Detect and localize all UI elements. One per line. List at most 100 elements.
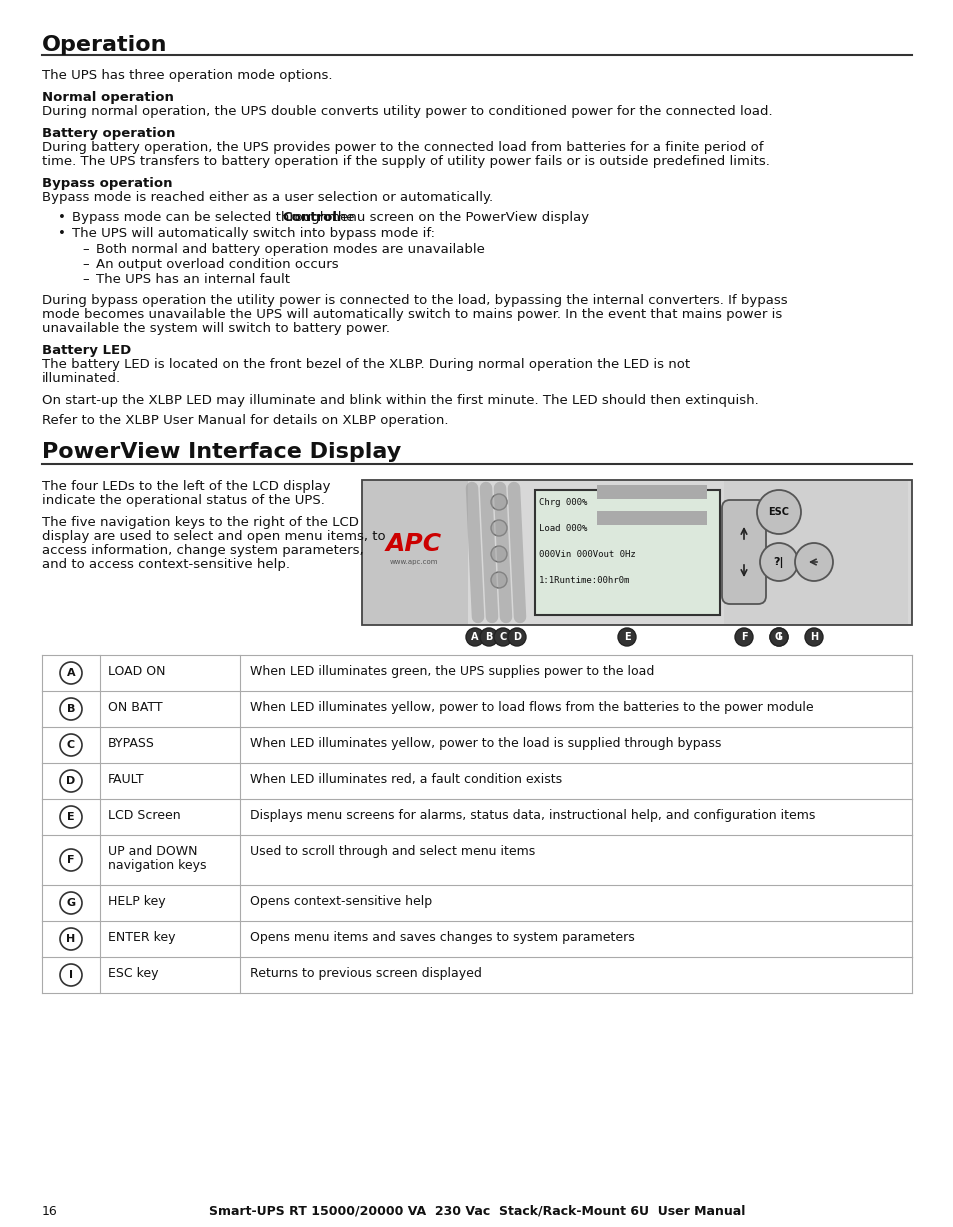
FancyBboxPatch shape xyxy=(535,490,720,615)
Text: The four LEDs to the left of the LCD display: The four LEDs to the left of the LCD dis… xyxy=(42,480,330,493)
Text: A: A xyxy=(67,667,75,679)
FancyBboxPatch shape xyxy=(42,728,911,763)
Text: display are used to select and open menu items, to: display are used to select and open menu… xyxy=(42,530,385,544)
Text: Chrg 000%: Chrg 000% xyxy=(538,498,587,507)
Text: F: F xyxy=(67,855,74,865)
Text: A: A xyxy=(471,632,478,642)
FancyBboxPatch shape xyxy=(363,481,468,625)
Text: and to access context-sensitive help.: and to access context-sensitive help. xyxy=(42,558,290,571)
FancyBboxPatch shape xyxy=(721,499,765,604)
Text: The five navigation keys to the right of the LCD: The five navigation keys to the right of… xyxy=(42,517,358,529)
Circle shape xyxy=(60,663,82,683)
Text: Operation: Operation xyxy=(42,36,168,55)
Text: •: • xyxy=(58,211,66,225)
Text: BYPASS: BYPASS xyxy=(108,737,154,750)
Text: H: H xyxy=(809,632,818,642)
Circle shape xyxy=(769,628,787,645)
Text: G: G xyxy=(774,632,782,642)
Text: E: E xyxy=(623,632,630,642)
Text: E: E xyxy=(67,812,74,822)
Text: 16: 16 xyxy=(42,1205,58,1218)
Text: access information, change system parameters,: access information, change system parame… xyxy=(42,544,363,557)
FancyBboxPatch shape xyxy=(42,921,911,957)
FancyBboxPatch shape xyxy=(42,799,911,836)
Text: F: F xyxy=(740,632,746,642)
Circle shape xyxy=(60,964,82,987)
Text: I: I xyxy=(69,971,73,980)
Circle shape xyxy=(60,849,82,871)
Text: The battery LED is located on the front bezel of the XLBP. During normal operati: The battery LED is located on the front … xyxy=(42,358,689,371)
Text: An output overload condition occurs: An output overload condition occurs xyxy=(96,258,338,271)
Text: When LED illuminates yellow, power to load flows from the batteries to the power: When LED illuminates yellow, power to lo… xyxy=(250,701,813,714)
Text: Refer to the XLBP User Manual for details on XLBP operation.: Refer to the XLBP User Manual for detail… xyxy=(42,413,448,427)
Circle shape xyxy=(491,572,506,588)
FancyBboxPatch shape xyxy=(42,763,911,799)
Text: Bypass mode can be selected through the: Bypass mode can be selected through the xyxy=(71,211,358,225)
Text: The UPS has an internal fault: The UPS has an internal fault xyxy=(96,272,290,286)
Text: Bypass mode is reached either as a user selection or automatically.: Bypass mode is reached either as a user … xyxy=(42,191,493,204)
Circle shape xyxy=(60,806,82,828)
Text: mode becomes unavailable the UPS will automatically switch to mains power. In th: mode becomes unavailable the UPS will au… xyxy=(42,308,781,321)
FancyBboxPatch shape xyxy=(42,836,911,885)
Text: When LED illuminates yellow, power to the load is supplied through bypass: When LED illuminates yellow, power to th… xyxy=(250,737,720,750)
FancyBboxPatch shape xyxy=(597,510,706,525)
FancyBboxPatch shape xyxy=(42,655,911,691)
Text: During bypass operation the utility power is connected to the load, bypassing th: During bypass operation the utility powe… xyxy=(42,294,787,307)
Text: –: – xyxy=(82,258,89,271)
Text: 1:1Runtime:00hr0m: 1:1Runtime:00hr0m xyxy=(538,575,630,585)
Text: navigation keys: navigation keys xyxy=(108,859,206,872)
Text: illuminated.: illuminated. xyxy=(42,372,121,385)
Circle shape xyxy=(491,520,506,536)
Text: Control: Control xyxy=(282,211,336,225)
Text: HELP key: HELP key xyxy=(108,894,166,908)
Circle shape xyxy=(60,734,82,756)
Circle shape xyxy=(465,628,483,645)
Text: Opens context-sensitive help: Opens context-sensitive help xyxy=(250,894,432,908)
Text: ESC key: ESC key xyxy=(108,967,158,980)
Text: The UPS has three operation mode options.: The UPS has three operation mode options… xyxy=(42,69,333,82)
Circle shape xyxy=(757,490,801,534)
Circle shape xyxy=(491,494,506,510)
Text: Used to scroll through and select menu items: Used to scroll through and select menu i… xyxy=(250,845,535,858)
Text: Displays menu screens for alarms, status data, instructional help, and configura: Displays menu screens for alarms, status… xyxy=(250,809,815,822)
FancyBboxPatch shape xyxy=(361,480,911,625)
Text: When LED illuminates green, the UPS supplies power to the load: When LED illuminates green, the UPS supp… xyxy=(250,665,654,679)
Circle shape xyxy=(60,892,82,914)
FancyBboxPatch shape xyxy=(42,885,911,921)
Text: ENTER key: ENTER key xyxy=(108,931,175,944)
Circle shape xyxy=(491,546,506,562)
Text: During normal operation, the UPS double converts utility power to conditioned po: During normal operation, the UPS double … xyxy=(42,106,772,118)
FancyBboxPatch shape xyxy=(42,957,911,993)
Text: Smart-UPS RT 15000/20000 VA  230 Vac  Stack/Rack-Mount 6U  User Manual: Smart-UPS RT 15000/20000 VA 230 Vac Stac… xyxy=(209,1205,744,1218)
Text: During battery operation, the UPS provides power to the connected load from batt: During battery operation, the UPS provid… xyxy=(42,141,762,155)
Text: H: H xyxy=(67,934,75,944)
Circle shape xyxy=(494,628,512,645)
Text: –: – xyxy=(82,243,89,256)
Text: Battery operation: Battery operation xyxy=(42,128,175,140)
Text: ?|: ?| xyxy=(773,557,783,568)
Circle shape xyxy=(760,544,797,582)
Text: Load 000%: Load 000% xyxy=(538,524,587,533)
Text: When LED illuminates red, a fault condition exists: When LED illuminates red, a fault condit… xyxy=(250,773,561,787)
Text: www.apc.com: www.apc.com xyxy=(390,560,437,564)
Circle shape xyxy=(60,698,82,720)
Text: APC: APC xyxy=(386,533,441,556)
Circle shape xyxy=(804,628,822,645)
Text: FAULT: FAULT xyxy=(108,773,145,787)
Circle shape xyxy=(794,544,832,582)
Circle shape xyxy=(507,628,525,645)
Text: –: – xyxy=(82,272,89,286)
Text: indicate the operational status of the UPS.: indicate the operational status of the U… xyxy=(42,494,325,507)
Text: C: C xyxy=(498,632,506,642)
Text: LOAD ON: LOAD ON xyxy=(108,665,165,679)
Text: ON BATT: ON BATT xyxy=(108,701,162,714)
Text: The UPS will automatically switch into bypass mode if:: The UPS will automatically switch into b… xyxy=(71,227,435,240)
Text: menu screen on the PowerView display: menu screen on the PowerView display xyxy=(323,211,589,225)
Text: Battery LED: Battery LED xyxy=(42,344,132,357)
Text: C: C xyxy=(67,740,75,750)
Text: unavailable the system will switch to battery power.: unavailable the system will switch to ba… xyxy=(42,321,390,335)
Text: I: I xyxy=(777,632,780,642)
Circle shape xyxy=(618,628,636,645)
Text: UP and DOWN: UP and DOWN xyxy=(108,845,197,858)
Text: •: • xyxy=(58,227,66,240)
